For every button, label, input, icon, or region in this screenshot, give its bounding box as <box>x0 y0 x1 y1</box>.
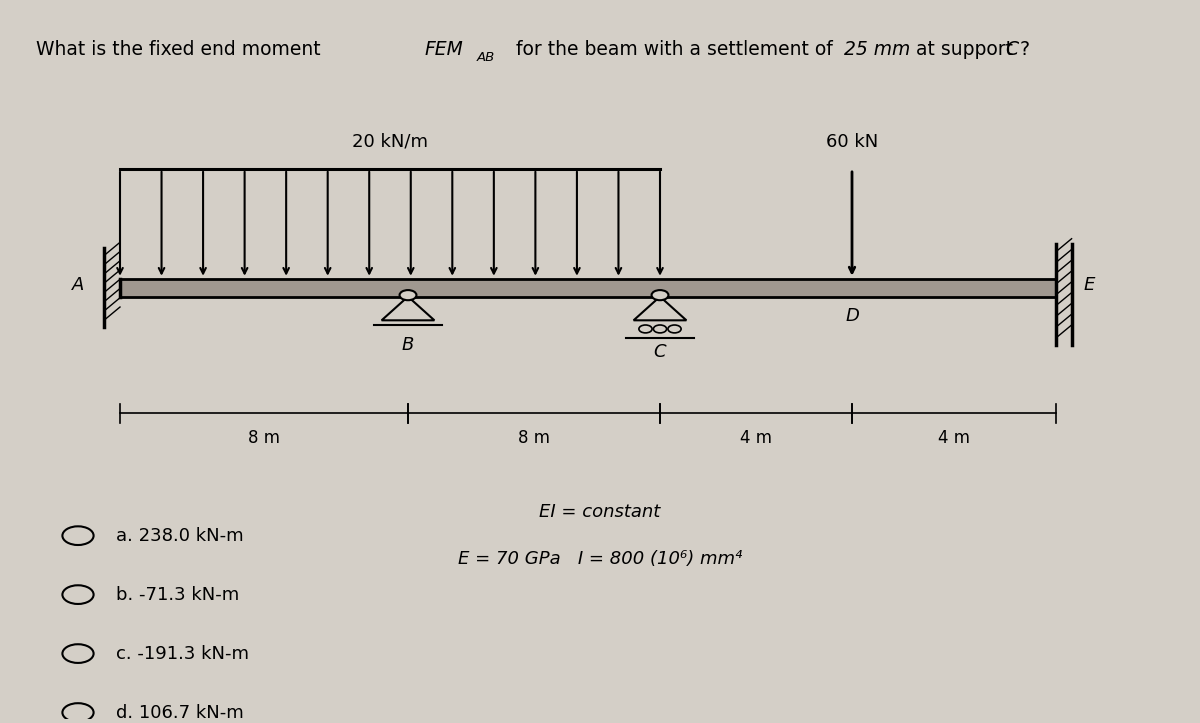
Text: What is the fixed end moment: What is the fixed end moment <box>36 40 326 59</box>
Text: 8 m: 8 m <box>248 429 280 448</box>
Text: E: E <box>1084 276 1096 294</box>
Circle shape <box>652 290 668 300</box>
Text: AB: AB <box>476 51 494 64</box>
Text: A: A <box>72 276 84 294</box>
Text: a. 238.0 kN-m: a. 238.0 kN-m <box>116 526 244 544</box>
Text: 60 kN: 60 kN <box>826 133 878 151</box>
Text: c. -191.3 kN-m: c. -191.3 kN-m <box>116 645 250 662</box>
Text: at support: at support <box>910 40 1019 59</box>
Text: b. -71.3 kN-m: b. -71.3 kN-m <box>116 586 240 604</box>
Circle shape <box>62 703 94 722</box>
Circle shape <box>668 325 682 333</box>
Text: EI = constant: EI = constant <box>539 503 661 521</box>
Circle shape <box>653 325 667 333</box>
Circle shape <box>62 644 94 663</box>
Circle shape <box>400 290 416 300</box>
Text: ?: ? <box>1020 40 1030 59</box>
Text: for the beam with a settlement of: for the beam with a settlement of <box>510 40 839 59</box>
Text: 8 m: 8 m <box>518 429 550 448</box>
Circle shape <box>62 586 94 604</box>
Text: 20 kN/m: 20 kN/m <box>352 133 428 151</box>
Text: C: C <box>654 343 666 362</box>
Text: D: D <box>845 307 859 325</box>
Text: E = 70 GPa   I = 800 (10⁶) mm⁴: E = 70 GPa I = 800 (10⁶) mm⁴ <box>458 550 742 568</box>
Text: 25 mm: 25 mm <box>844 40 910 59</box>
Text: C: C <box>1006 40 1019 59</box>
Bar <box>120 278 1056 296</box>
Text: d. 106.7 kN-m: d. 106.7 kN-m <box>116 703 244 722</box>
Text: 4 m: 4 m <box>740 429 772 448</box>
Circle shape <box>62 526 94 545</box>
Text: 4 m: 4 m <box>938 429 970 448</box>
Circle shape <box>638 325 652 333</box>
Text: FEM: FEM <box>425 40 463 59</box>
Text: B: B <box>402 336 414 354</box>
